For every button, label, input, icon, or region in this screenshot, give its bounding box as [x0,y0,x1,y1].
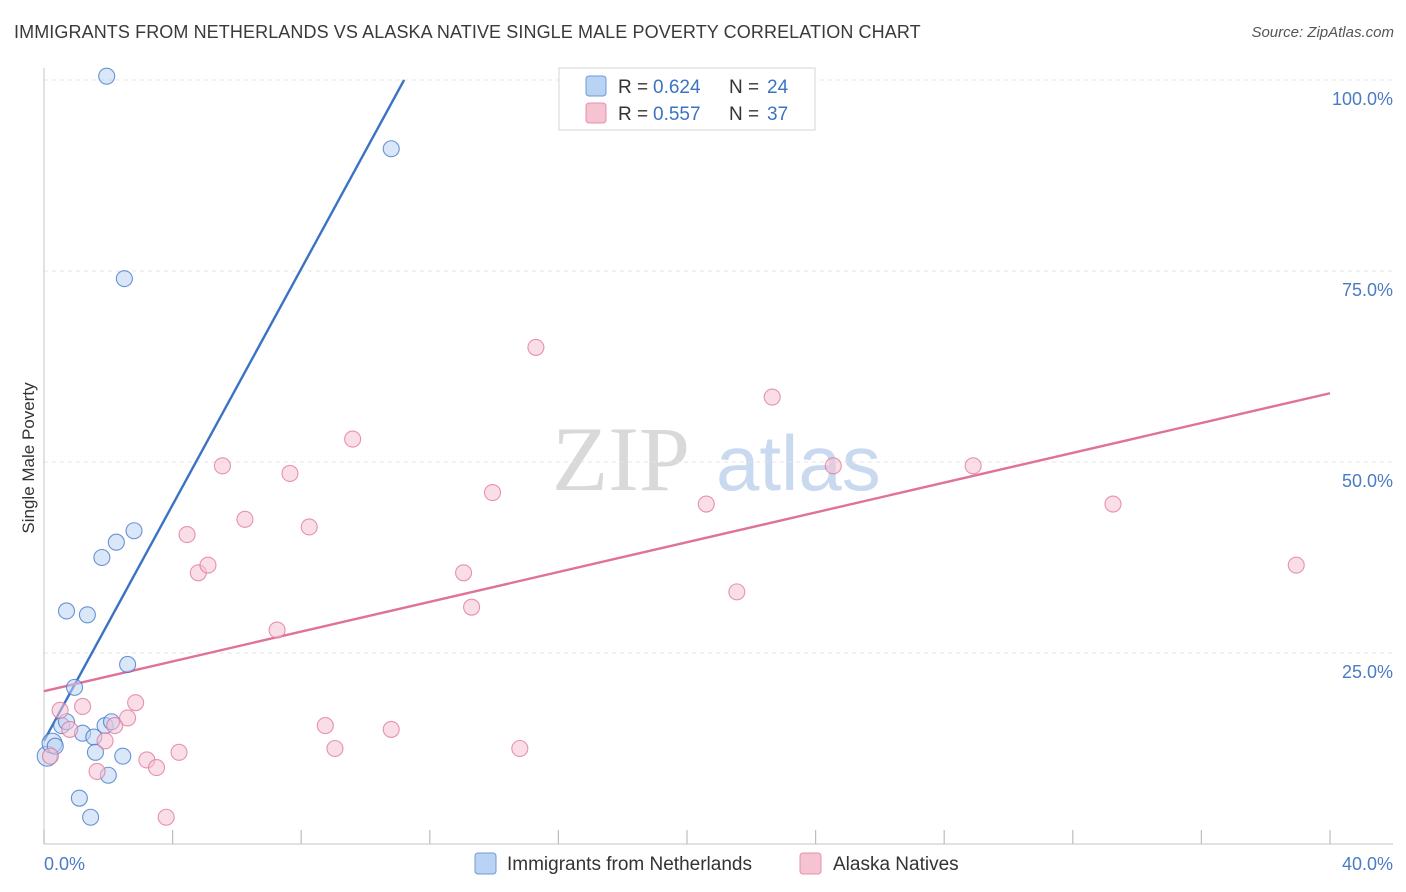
point-series1-27 [483,484,502,502]
point-series1-4 [88,762,106,780]
trend-line-series0 [42,79,406,742]
point-series0-19 [115,270,133,288]
point-series0-21 [125,522,143,540]
point-series1-5 [96,732,114,750]
legend-n-value-pink: 37 [767,104,788,125]
correlation-legend: R = 0.624 N = 24 R = 0.557 N = 37 [558,67,816,131]
watermark-atlas: atlas [716,419,881,507]
point-series1-6 [106,717,124,735]
point-series1-0 [41,747,59,765]
legend-r-value-blue: 0.624 [653,77,701,98]
series-legend-label-pink: Alaska Natives [833,854,959,875]
point-series1-30 [697,495,715,513]
data-points [36,67,1305,826]
legend-r-label-pink: R = [618,104,648,125]
point-series1-17 [236,510,254,528]
watermark-zip: ZIP [552,408,690,510]
point-series1-33 [824,457,842,475]
point-series0-23 [382,140,400,158]
point-series1-12 [170,743,188,761]
point-series1-35 [1104,495,1122,513]
series-legend-label-blue: Immigrants from Netherlands [507,854,752,875]
point-series1-36 [1287,556,1305,574]
point-series1-28 [511,739,529,758]
point-series1-21 [316,717,334,735]
legend-swatch-blue [585,75,607,97]
point-series1-26 [463,598,481,616]
legend-n-label-pink: N = [729,104,759,125]
series-legend-swatch-pink [799,852,822,875]
point-series1-20 [300,518,318,536]
trend-lines [42,79,1331,742]
point-series1-23 [344,430,362,448]
point-series1-24 [382,720,400,738]
point-series1-15 [199,556,217,574]
point-series0-7 [70,789,88,807]
legend-r-label-blue: R = [618,77,648,98]
point-series0-12 [86,743,104,761]
point-series0-22 [98,67,116,85]
legend-n-value-blue: 24 [767,77,789,98]
point-series1-13 [178,526,196,544]
source-credit: Source: ZipAtlas.com [1251,24,1394,41]
point-series0-17 [107,533,125,551]
y-tick-label-3: 25.0% [1342,662,1393,682]
axes [43,68,1393,845]
x-tick-label-0: 0.0% [44,854,85,874]
legend-swatch-pink [585,102,607,124]
legend-n-label-blue: N = [729,77,759,98]
point-series0-18 [114,747,132,765]
point-series1-2 [61,720,79,738]
point-series0-6 [65,678,84,696]
series-legend-swatch-blue [474,852,497,875]
point-series0-13 [93,548,111,567]
gridlines [44,79,1393,654]
point-series1-1 [51,701,69,719]
point-series1-19 [281,464,299,483]
y-axis-label: Single Male Poverty [19,382,38,534]
point-series0-20 [119,655,137,674]
point-series1-31 [728,583,746,601]
point-series1-32 [763,388,781,406]
y-tick-label-0: 100.0% [1332,89,1393,109]
y-tick-label-1: 75.0% [1342,280,1393,300]
chart-title: IMMIGRANTS FROM NETHERLANDS VS ALASKA NA… [14,22,921,42]
point-series1-8 [127,694,145,712]
y-tick-label-2: 50.0% [1342,471,1393,491]
legend-r-value-pink: 0.557 [653,104,701,125]
tick-labels: 100.0% 75.0% 50.0% 25.0% 0.0% 40.0% [44,89,1393,874]
point-series1-29 [527,338,545,356]
point-series1-18 [268,621,286,639]
point-series1-22 [326,739,344,758]
point-series0-5 [57,602,76,620]
trend-line-series1 [43,392,1331,693]
x-tick-label-1: 40.0% [1342,854,1393,874]
point-series1-10 [147,759,166,777]
point-series1-25 [455,564,473,582]
point-series1-34 [964,457,982,475]
point-series1-3 [74,697,92,716]
point-series0-10 [82,808,100,826]
point-series0-9 [78,606,96,624]
series-legend: Immigrants from Netherlands Alaska Nativ… [474,852,959,875]
point-series1-11 [157,808,175,826]
point-series1-7 [119,709,137,727]
point-series1-16 [213,457,231,475]
